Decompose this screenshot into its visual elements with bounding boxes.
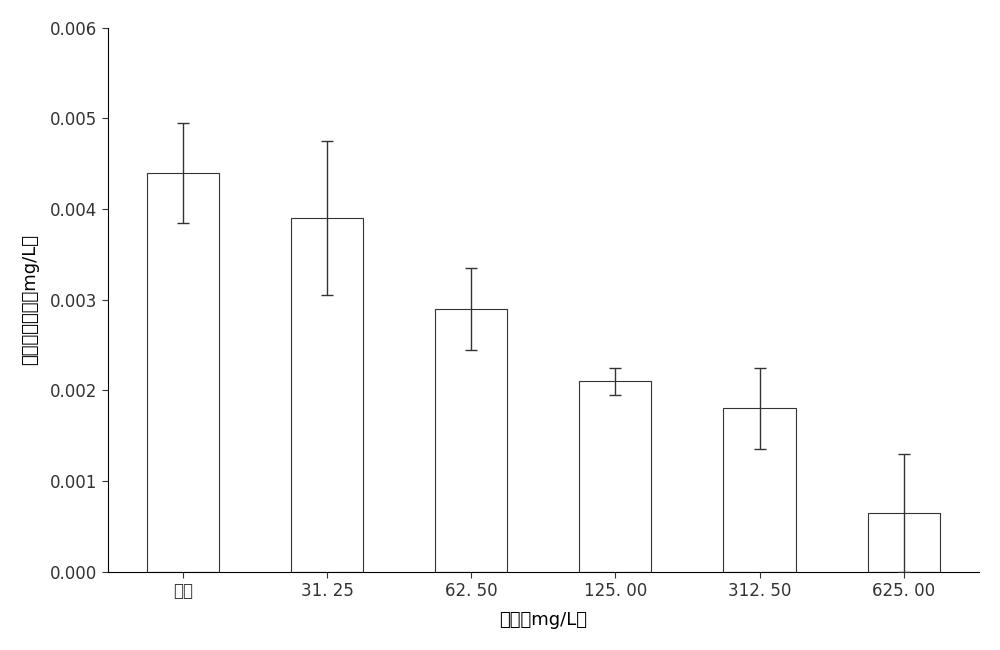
Bar — [579, 382, 651, 571]
Bar — [291, 218, 363, 571]
Bar — [868, 513, 940, 571]
Y-axis label: 藻蓝蛋白含量（mg/L）: 藻蓝蛋白含量（mg/L） — [21, 234, 39, 365]
Bar — [435, 309, 507, 571]
Bar — [723, 408, 796, 571]
Bar — [147, 173, 219, 571]
X-axis label: 浓度（mg/L）: 浓度（mg/L） — [499, 611, 587, 629]
